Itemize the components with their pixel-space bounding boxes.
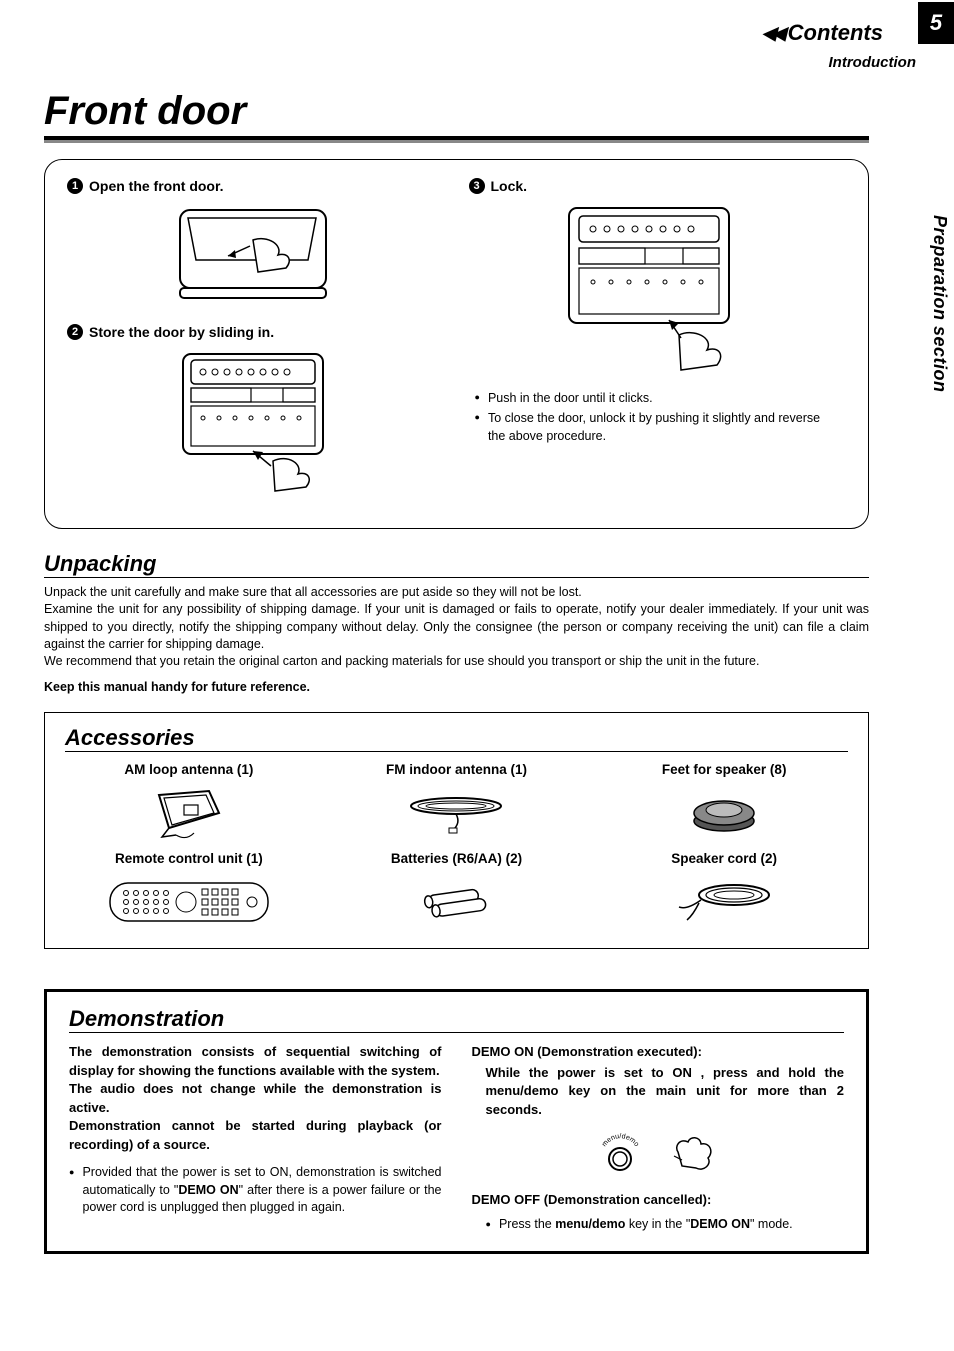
fm-antenna-icon — [333, 783, 581, 843]
accessories-title: Accessories — [65, 725, 848, 752]
introduction-row: Introduction — [44, 54, 916, 71]
step-number-2-icon: 2 — [67, 324, 83, 340]
step-number-3-icon: 3 — [469, 178, 485, 194]
demo-off-mid: key in the " — [625, 1217, 690, 1231]
step-1-label: Open the front door. — [89, 178, 224, 194]
demo-key-illustration: menu/demo — [472, 1127, 845, 1177]
demo-right-column: DEMO ON (Demonstration executed): While … — [472, 1043, 845, 1233]
page-number-box: 5 — [918, 2, 954, 44]
top-bar: ◀◀ Contents 5 — [44, 20, 924, 46]
accessory-fm-antenna: FM indoor antenna (1) — [333, 762, 581, 843]
speaker-feet-icon — [600, 783, 848, 843]
demo-off-bullet: Press the menu/demo key in the "DEMO ON"… — [472, 1216, 845, 1234]
unpacking-p2: Examine the unit for any possibility of … — [44, 602, 869, 651]
accessory-batteries: Batteries (R6/AA) (2) — [333, 851, 581, 932]
accessories-box: Accessories AM loop antenna (1) FM indoo… — [44, 712, 869, 949]
remote-control-icon — [65, 872, 313, 932]
demo-off-label: DEMO OFF (Demonstration cancelled): — [472, 1191, 845, 1209]
unpacking-p1: Unpack the unit carefully and make sure … — [44, 585, 582, 599]
demo-off-strong2: DEMO ON — [690, 1217, 750, 1231]
contents-link[interactable]: ◀◀ Contents — [762, 20, 883, 46]
side-tab: Preparation section — [929, 215, 950, 393]
demo-on-label: DEMO ON (Demonstration executed): — [472, 1043, 845, 1061]
step-number-1-icon: 1 — [67, 178, 83, 194]
page-number: 5 — [930, 10, 942, 36]
accessory-label: AM loop antenna (1) — [65, 762, 313, 777]
step-2-heading: 2 Store the door by sliding in. — [67, 324, 439, 340]
rewind-arrows-icon: ◀◀ — [762, 23, 782, 44]
accessory-speaker-feet: Feet for speaker (8) — [600, 762, 848, 843]
demo-off-pre: Press the — [499, 1217, 555, 1231]
step-1-heading: 1 Open the front door. — [67, 178, 439, 194]
demo-left-column: The demonstration consists of sequential… — [69, 1043, 442, 1233]
open-door-illustration — [67, 200, 439, 310]
am-loop-antenna-icon — [65, 783, 313, 843]
menu-demo-key-label: menu/demo — [601, 1133, 640, 1148]
demo-text-3: Demonstration cannot be started during p… — [69, 1117, 442, 1154]
step-3-heading: 3 Lock. — [469, 178, 841, 194]
title-underline — [44, 140, 869, 143]
door-notes: Push in the door until it clicks. To clo… — [469, 389, 841, 445]
page-title: Front door — [44, 89, 869, 140]
demonstration-box: Demonstration The demonstration consists… — [44, 989, 869, 1254]
accessory-speaker-cord: Speaker cord (2) — [600, 851, 848, 932]
unpacking-body: Unpack the unit carefully and make sure … — [44, 584, 869, 670]
accessory-label: Remote control unit (1) — [65, 851, 313, 866]
speaker-cord-icon — [600, 872, 848, 932]
step-3-label: Lock. — [491, 178, 528, 194]
unpacking-p3: We recommend that you retain the origina… — [44, 654, 759, 668]
keep-manual-note: Keep this manual handy for future refere… — [44, 680, 924, 694]
front-door-box: 1 Open the front door. 2 Store th — [44, 159, 869, 529]
accessory-label: FM indoor antenna (1) — [333, 762, 581, 777]
demo-on-text: While the power is set to ON , press and… — [472, 1064, 845, 1119]
demo-bullet: Provided that the power is set to ON, de… — [69, 1164, 442, 1217]
door-left-column: 1 Open the front door. 2 Store th — [67, 178, 439, 510]
manual-page: ◀◀ Contents 5 Introduction Preparation s… — [0, 0, 954, 1294]
unpacking-title: Unpacking — [44, 551, 869, 578]
demo-bullet-strong: DEMO ON — [178, 1183, 238, 1197]
contents-label: Contents — [788, 20, 883, 46]
accessory-remote: Remote control unit (1) — [65, 851, 313, 932]
accessory-am-loop: AM loop antenna (1) — [65, 762, 313, 843]
batteries-icon — [333, 872, 581, 932]
lock-illustration — [469, 200, 841, 375]
pressing-hand-icon — [668, 1130, 723, 1175]
accessory-label: Batteries (R6/AA) (2) — [333, 851, 581, 866]
door-note-2: To close the door, unlock it by pushing … — [488, 409, 840, 445]
demonstration-title: Demonstration — [69, 1006, 844, 1033]
demo-text-2: The audio does not change while the demo… — [69, 1080, 442, 1117]
demo-off-post: " mode. — [750, 1217, 793, 1231]
step-2-label: Store the door by sliding in. — [89, 324, 274, 340]
demo-off-strong1: menu/demo — [555, 1217, 625, 1231]
store-door-illustration — [67, 346, 439, 496]
demo-text-1: The demonstration consists of sequential… — [69, 1043, 442, 1080]
door-note-1: Push in the door until it clicks. — [488, 389, 653, 407]
accessory-label: Feet for speaker (8) — [600, 762, 848, 777]
accessory-label: Speaker cord (2) — [600, 851, 848, 866]
introduction-label: Introduction — [829, 54, 916, 71]
svg-text:menu/demo: menu/demo — [601, 1133, 640, 1148]
door-right-column: 3 Lock. — [469, 178, 841, 510]
